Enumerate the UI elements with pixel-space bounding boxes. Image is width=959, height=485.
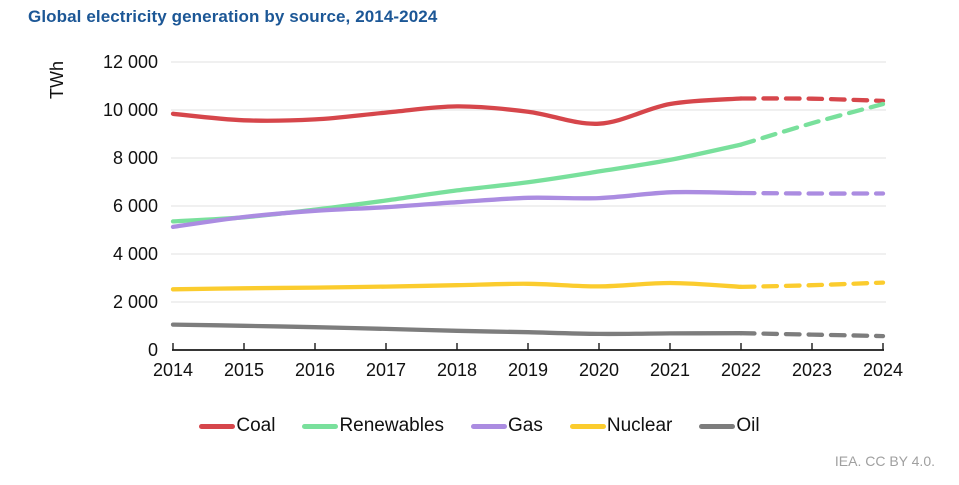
chart-legend: Coal Renewables Gas Nuclear Oil [0, 414, 959, 438]
x-tick-label: 2017 [365, 360, 407, 380]
y-tick-label: 8 000 [112, 148, 158, 168]
x-tick-label: 2024 [862, 360, 904, 380]
series-line-oil-forecast [738, 331, 886, 339]
chart-title: Global electricity generation by source,… [28, 7, 438, 26]
series-line-gas [170, 189, 744, 230]
legend-label: Renewables [339, 415, 445, 436]
x-tick-label: 2019 [507, 360, 549, 380]
x-tick-label: 2020 [578, 360, 620, 380]
legend-swatch-renewables [302, 423, 339, 429]
legend-item-oil: Oil [699, 414, 760, 438]
x-tick-label: 2023 [791, 360, 833, 380]
x-tick-label: 2016 [294, 360, 336, 380]
x-tick-label: 2015 [223, 360, 265, 380]
legend-label: Nuclear [606, 415, 673, 436]
y-tick-label: 12 000 [102, 52, 158, 72]
series-line-nuclear-forecast [738, 280, 886, 290]
legend-swatch-oil [699, 423, 736, 429]
x-tick-label: 2014 [152, 360, 194, 380]
series-line-renewables [170, 142, 744, 224]
series-line-nuclear [170, 280, 744, 292]
x-tick-label: 2022 [720, 360, 762, 380]
legend-item-nuclear: Nuclear [569, 414, 673, 438]
legend-item-renewables: Renewables [302, 414, 444, 438]
y-tick-label: 10 000 [102, 100, 158, 120]
legend-label: Gas [508, 415, 543, 436]
legend-swatch-nuclear [569, 423, 606, 429]
legend-item-gas: Gas [471, 414, 543, 438]
y-tick-label: 4 000 [112, 244, 158, 264]
source-attribution: IEA. CC BY 4.0. [834, 453, 935, 469]
series-line-renewables-forecast [738, 101, 886, 147]
y-axis-tick-labels: 12 000 10 000 8 000 6 000 4 000 2 000 0 [0, 53, 158, 359]
series-line-coal-forecast [738, 96, 886, 104]
y-tick-label: 2 000 [112, 292, 158, 312]
legend-swatch-gas [471, 423, 508, 429]
series-line-oil [170, 322, 744, 337]
legend-label: Oil [736, 415, 760, 436]
x-tick-label: 2021 [649, 360, 691, 380]
x-axis-tick-labels: 2014 2015 2016 2017 2018 2019 2020 2021 … [138, 359, 918, 381]
x-tick-label: 2018 [436, 360, 478, 380]
y-tick-label: 0 [147, 340, 158, 360]
legend-swatch-coal [199, 423, 236, 429]
legend-label: Coal [236, 415, 276, 436]
series-line-gas-forecast [738, 190, 886, 196]
legend-item-coal: Coal [199, 414, 275, 438]
y-tick-label: 6 000 [112, 196, 158, 216]
series-line-coal [170, 96, 744, 126]
